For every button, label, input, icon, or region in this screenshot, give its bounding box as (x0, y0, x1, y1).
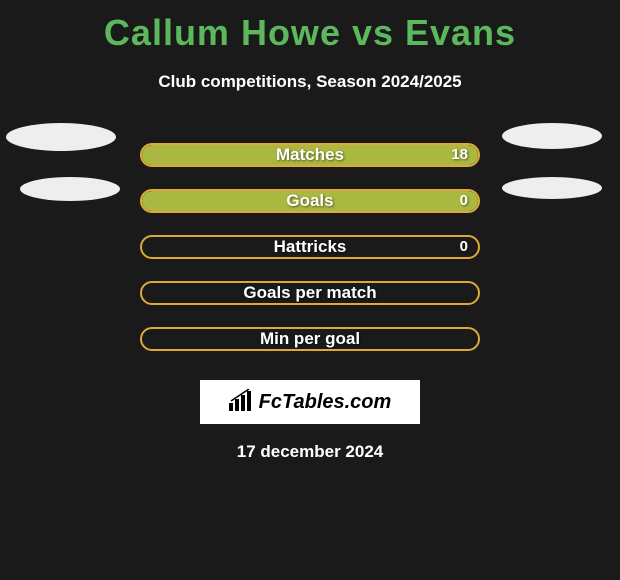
page-title: Callum Howe vs Evans (0, 0, 620, 54)
stat-bar-matches: Matches 18 (140, 143, 480, 167)
stat-row: Goals 0 (0, 178, 620, 224)
date-label: 17 december 2024 (0, 442, 620, 462)
stat-bar-mpg: Min per goal (140, 327, 480, 351)
stat-value: 0 (460, 191, 468, 211)
branding-box: FcTables.com (200, 380, 420, 424)
stat-bar-hattricks: Hattricks 0 (140, 235, 480, 259)
stat-row: Min per goal (0, 316, 620, 362)
stats-container: Matches 18 Goals 0 Hattricks 0 Goals per… (0, 132, 620, 362)
subtitle: Club competitions, Season 2024/2025 (0, 72, 620, 92)
stat-label: Matches (142, 145, 478, 165)
stat-row: Hattricks 0 (0, 224, 620, 270)
stat-label: Goals per match (142, 283, 478, 303)
stat-value: 18 (451, 145, 468, 165)
stat-row: Matches 18 (0, 132, 620, 178)
stat-row: Goals per match (0, 270, 620, 316)
chart-icon (229, 389, 255, 416)
branding-text: FcTables.com (259, 391, 392, 414)
stat-label: Hattricks (142, 237, 478, 257)
stat-label: Min per goal (142, 329, 478, 349)
stat-label: Goals (142, 191, 478, 211)
stat-bar-goals: Goals 0 (140, 189, 480, 213)
stat-value: 0 (460, 237, 468, 257)
stat-bar-gpm: Goals per match (140, 281, 480, 305)
